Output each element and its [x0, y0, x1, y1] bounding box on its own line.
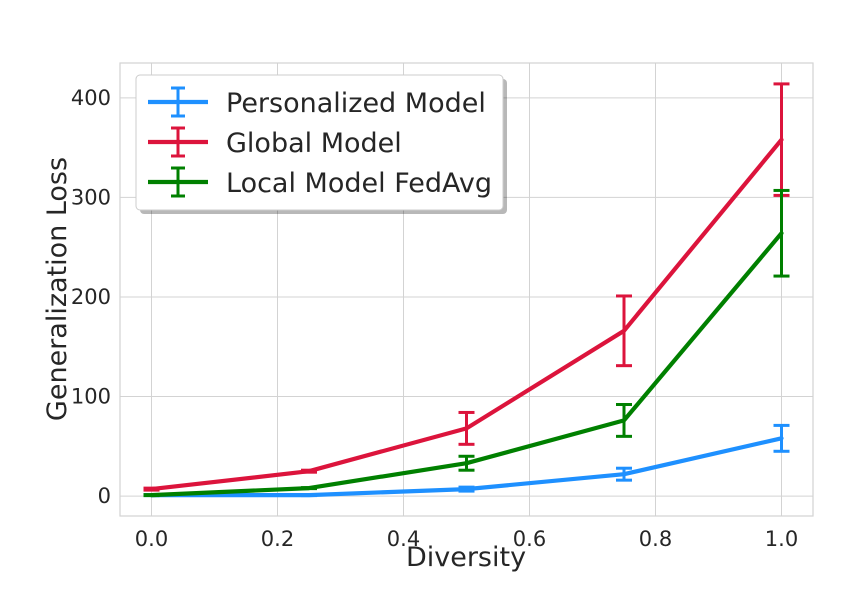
legend-label: Personalized Model [226, 88, 486, 119]
y-tick-label: 100 [71, 385, 111, 409]
error-bar [458, 454, 475, 472]
error-bar [458, 485, 475, 493]
error-bar [616, 466, 632, 482]
x-axis-label: Diversity [406, 542, 526, 573]
x-tick-label: 0.4 [387, 527, 420, 551]
plot-frame [119, 62, 814, 517]
legend-box [135, 74, 504, 211]
error-bar [301, 493, 317, 498]
legend-entry: Global Model [148, 126, 402, 159]
error-bar [143, 493, 160, 498]
y-tick-label: 200 [71, 285, 111, 309]
legend-entry: Personalized Model [148, 86, 486, 119]
series-3 [143, 188, 790, 498]
x-tick-label: 0.8 [639, 527, 672, 551]
y-tick-label: 300 [71, 185, 111, 209]
error-bar [143, 486, 160, 492]
error-bar [458, 410, 475, 446]
error-bar [616, 294, 632, 368]
error-bar [616, 402, 632, 438]
error-bar [301, 468, 317, 474]
error-bar [301, 486, 317, 491]
x-tick-label: 0.6 [513, 527, 546, 551]
x-tick-label: 1.0 [765, 527, 798, 551]
x-tick-label: 0.0 [135, 527, 168, 551]
legend-entry: Local Model FedAvg [148, 166, 492, 199]
error-bar [773, 423, 790, 453]
y-tick-label: 0 [98, 484, 111, 508]
y-tick-label: 400 [71, 86, 111, 110]
x-tick-label: 0.2 [261, 527, 294, 551]
legend-label: Global Model [226, 128, 402, 159]
legend: Personalized Model Global Model Local Mode… [135, 74, 507, 214]
tick-labels: 0.0 0.2 0.4 0.6 0.8 1.0 0 100 200 300 400 [71, 86, 798, 551]
series-layer [143, 82, 790, 498]
error-bar [773, 188, 790, 278]
legend-label: Local Model FedAvg [226, 168, 492, 199]
y-axis-label: Generalization Loss [42, 157, 73, 421]
series-2 [143, 82, 790, 492]
